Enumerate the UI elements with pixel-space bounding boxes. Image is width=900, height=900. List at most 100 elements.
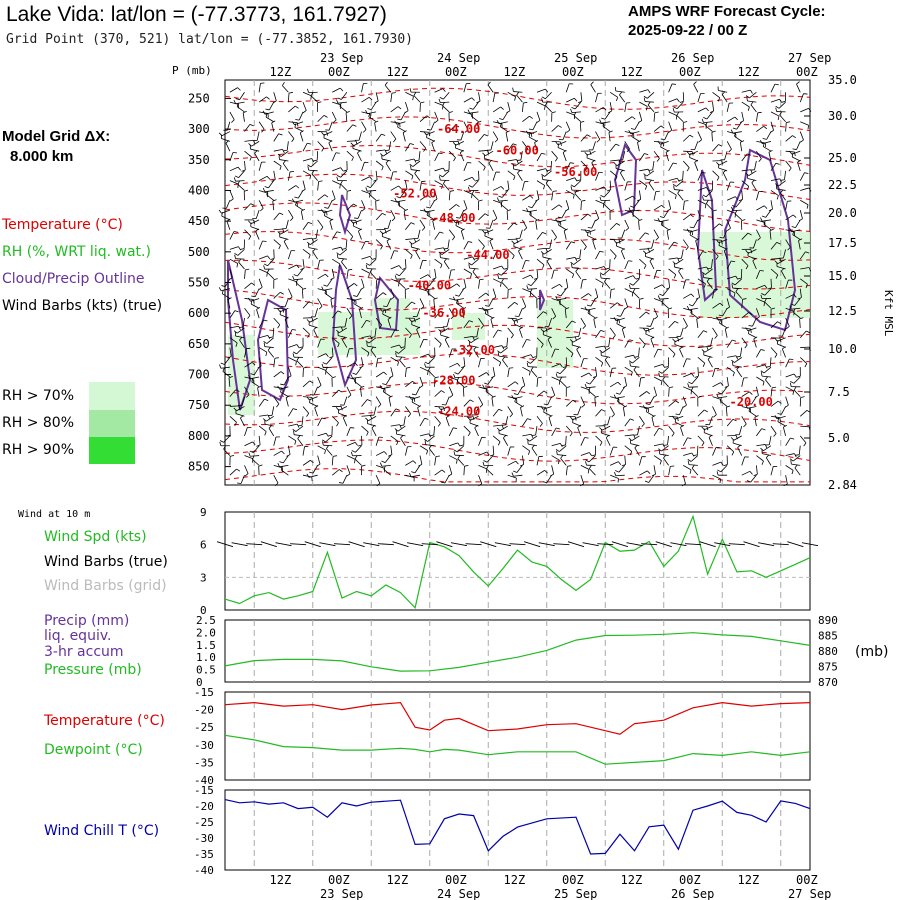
wind-barb (765, 379, 772, 388)
wind-barb (522, 298, 527, 307)
wind-barb (741, 391, 750, 397)
wind-barb (697, 172, 702, 181)
wind-barb (697, 367, 699, 377)
wind-barb (411, 246, 421, 250)
wind-barb-flag (570, 108, 573, 113)
wind-barb-flag (269, 336, 274, 339)
wind-barb-flag (453, 157, 456, 162)
temp-tick-label: -25 (194, 721, 214, 734)
wind-barb (653, 112, 656, 122)
wind-barb-flag (238, 246, 241, 251)
wind-barb (434, 152, 440, 162)
wind-barb (346, 465, 351, 474)
precip-tick-label: 2.5 (196, 614, 216, 627)
wind-barb-flag (615, 143, 620, 147)
wind-barb (485, 150, 494, 157)
wind-barb (755, 386, 759, 396)
wind-barb (237, 249, 245, 256)
surface-wind-barb (480, 541, 497, 548)
wind-barb (551, 191, 554, 201)
wind-barb (710, 337, 713, 347)
wind-barb (732, 131, 742, 134)
wind-barb-flag (424, 438, 428, 442)
wind-barb (346, 229, 354, 237)
wind-barb-flag (622, 326, 626, 330)
wind-barb (463, 83, 467, 93)
wind-barb-flag (335, 152, 340, 154)
wind-barb (331, 389, 339, 397)
wind-barb-flag (686, 305, 690, 310)
wind-barb (530, 357, 538, 364)
wind-barb-flag (409, 88, 412, 93)
wind-barb-flag (444, 336, 449, 340)
wind-barb (299, 132, 304, 142)
wind-barb (507, 170, 516, 177)
wind-barb (546, 474, 552, 483)
wind-barb (440, 179, 450, 182)
wind-barb (368, 415, 377, 422)
wind-barb-flag (679, 100, 684, 103)
wind-barb-flag (746, 186, 750, 191)
wind-barb (690, 312, 699, 319)
wind-barb-flag (256, 306, 261, 310)
wind-barb-flag (659, 460, 662, 465)
wind-barb (390, 106, 399, 113)
wind-barb (317, 141, 325, 149)
pressure-tick-label: 850 (188, 460, 210, 474)
wind-barb-flag (523, 101, 528, 104)
isotherm-line (224, 439, 811, 462)
wind-barb-flag (426, 115, 431, 119)
wind-barb-flag (484, 134, 489, 137)
wind-barb (638, 111, 643, 121)
wind-barb-flag (792, 214, 797, 218)
wind-barb (284, 298, 289, 307)
wind-barb (800, 121, 809, 126)
wind-barb-flag (235, 98, 240, 101)
wind-barb (492, 93, 496, 103)
wind-barb (332, 167, 341, 172)
wind-barb-flag (423, 208, 427, 213)
wind-barb (683, 214, 691, 221)
wind-barb-flag (570, 184, 575, 188)
wind-barb (783, 249, 787, 259)
wind-barb-flag (350, 451, 353, 456)
wind-barb-flag (716, 393, 719, 398)
wind-barb (609, 143, 617, 152)
wind-barb-flag (381, 133, 386, 136)
surface-wind-barb (377, 543, 394, 546)
wind-barb-flag (777, 115, 780, 121)
wind-barb (229, 180, 239, 185)
wind-barb-flag (496, 119, 500, 124)
wind-barb-flag (423, 338, 428, 341)
wind-barb-flag (350, 236, 354, 241)
wind-barb-flag (431, 140, 436, 144)
wind-barb-flag (317, 385, 322, 389)
wind-barb (361, 190, 371, 194)
pressure-axis-title: P (mb) (172, 64, 212, 77)
wind-barb-flag (455, 294, 460, 297)
wind-barb-flag (792, 308, 796, 313)
wind-barb (592, 240, 596, 250)
wind-barb-flag (792, 390, 795, 395)
wind-barb (726, 103, 730, 112)
wind-barb (419, 260, 423, 270)
wind-barb (242, 112, 245, 122)
bottom-hour-label: 00Z (562, 873, 584, 887)
wind-barb-flag (645, 407, 648, 412)
wind-barb-flag (453, 449, 458, 453)
wind-barb (326, 357, 333, 365)
wind-barb (573, 258, 582, 265)
wind-barb-flag (690, 386, 694, 391)
isotherm-line (224, 382, 811, 405)
wind-barb (288, 105, 296, 113)
wind-barb (419, 433, 429, 437)
wind-barb (345, 239, 348, 249)
wind-barb-flag (381, 460, 386, 463)
wind-barb-flag (339, 184, 341, 189)
wind-barb (536, 101, 546, 107)
wind-barb (674, 189, 684, 191)
wind-barb-flag (402, 130, 407, 133)
wind-barb (381, 464, 391, 467)
wind-barb (309, 402, 318, 407)
wind-barb (522, 195, 531, 201)
